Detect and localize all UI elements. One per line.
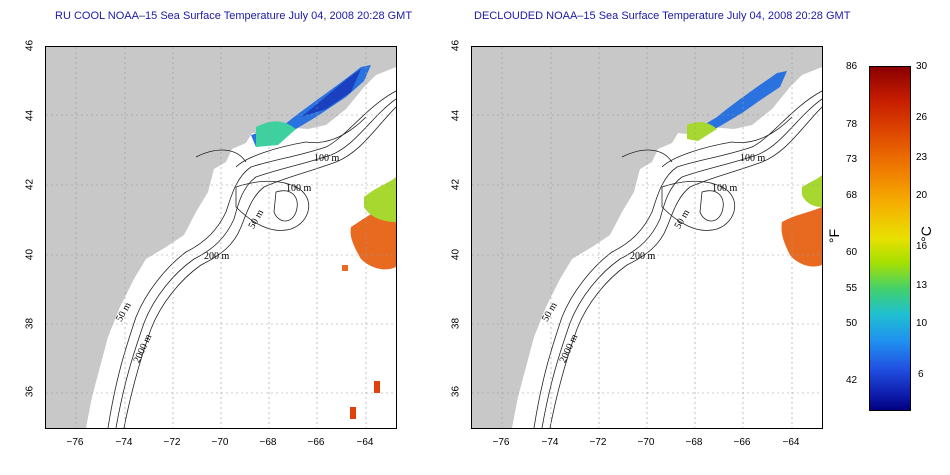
right-lon-tick-66: −66 [733, 437, 751, 448]
right-lon-tick-76: −76 [492, 437, 510, 448]
contour-label-100m-b: 100 m [286, 183, 312, 194]
right-lat-tick-36: 36 [450, 385, 462, 398]
bathymetry-contours [107, 90, 396, 428]
right-map-title: DECLOUDED NOAA–15 Sea Surface Temperatur… [474, 10, 851, 22]
left-map-canvas: 100 m 100 m 50 m 200 m 50 m 2000 m [46, 47, 396, 428]
lat-lon-grid [46, 47, 396, 428]
temperature-colorbar [869, 66, 911, 411]
land-mass [46, 47, 396, 428]
left-lat-tick-44: 44 [24, 109, 36, 122]
right-lon-tick-74: −74 [541, 437, 559, 448]
left-lon-tick-72: −72 [163, 437, 181, 448]
contour-label-50m-a: 50 m [247, 208, 267, 231]
lat-lon-grid [472, 47, 822, 428]
fahrenheit-tick: 42 [846, 375, 858, 386]
contour-label-50m-a: 50 m [673, 208, 693, 231]
contour-label-200m: 200 m [630, 251, 656, 262]
left-lon-tick-68: −68 [259, 437, 277, 448]
fahrenheit-tick: 68 [846, 190, 858, 201]
right-lat-tick-46: 46 [450, 39, 462, 52]
contour-label-200m: 200 m [204, 251, 230, 262]
fahrenheit-tick: 60 [846, 247, 858, 258]
contour-label-100m-a: 100 m [740, 153, 766, 164]
right-lat-tick-40: 40 [450, 248, 462, 261]
fahrenheit-tick: 50 [846, 318, 858, 329]
sst-gulf-of-maine [687, 71, 787, 139]
right-lon-tick-64: −64 [782, 437, 800, 448]
left-lat-tick-46: 46 [24, 39, 36, 52]
land-mass [472, 47, 822, 428]
right-lon-tick-72: −72 [589, 437, 607, 448]
contour-label-100m-a: 100 m [314, 153, 340, 164]
celsius-tick: 20 [916, 190, 928, 201]
celsius-unit-label: °C [917, 226, 934, 242]
fahrenheit-tick: 78 [846, 119, 858, 130]
right-lat-tick-38: 38 [450, 317, 462, 330]
fahrenheit-tick: 73 [846, 154, 858, 165]
contour-label-100m-b: 100 m [712, 183, 738, 194]
left-lon-tick-64: −64 [356, 437, 374, 448]
celsius-tick: 26 [916, 112, 928, 123]
fahrenheit-unit-label: °F [826, 228, 843, 244]
celsius-tick: 23 [916, 152, 928, 163]
fahrenheit-tick: 86 [846, 61, 858, 72]
sst-gulf-stream [781, 207, 822, 267]
celsius-tick: 13 [916, 280, 928, 291]
left-map: 100 m 100 m 50 m 200 m 50 m 2000 m [45, 46, 397, 429]
nova-scotia-land [326, 47, 396, 69]
left-lat-tick-42: 42 [24, 178, 36, 191]
left-map-title: RU COOL NOAA–15 Sea Surface Temperature … [55, 10, 413, 22]
left-lat-tick-36: 36 [24, 385, 36, 398]
left-lat-tick-40: 40 [24, 248, 36, 261]
left-lon-tick-70: −70 [211, 437, 229, 448]
right-map: 100 m 100 m 50 m 200 m 50 m 2000 m [471, 46, 823, 429]
celsius-tick: 6 [918, 369, 924, 380]
left-lat-tick-38: 38 [24, 317, 36, 330]
left-lon-tick-66: −66 [307, 437, 325, 448]
fahrenheit-tick: 55 [846, 283, 858, 294]
celsius-tick: 30 [916, 61, 928, 72]
celsius-tick: 16 [916, 241, 928, 252]
left-lon-tick-76: −76 [66, 437, 84, 448]
right-lat-tick-44: 44 [450, 109, 462, 122]
right-lon-tick-68: −68 [685, 437, 703, 448]
left-lon-tick-74: −74 [115, 437, 133, 448]
bathymetry-contours [533, 90, 822, 428]
celsius-tick: 10 [916, 318, 928, 329]
nova-scotia-land [752, 47, 822, 69]
right-lat-tick-42: 42 [450, 178, 462, 191]
right-map-canvas: 100 m 100 m 50 m 200 m 50 m 2000 m [472, 47, 822, 428]
right-lon-tick-70: −70 [637, 437, 655, 448]
